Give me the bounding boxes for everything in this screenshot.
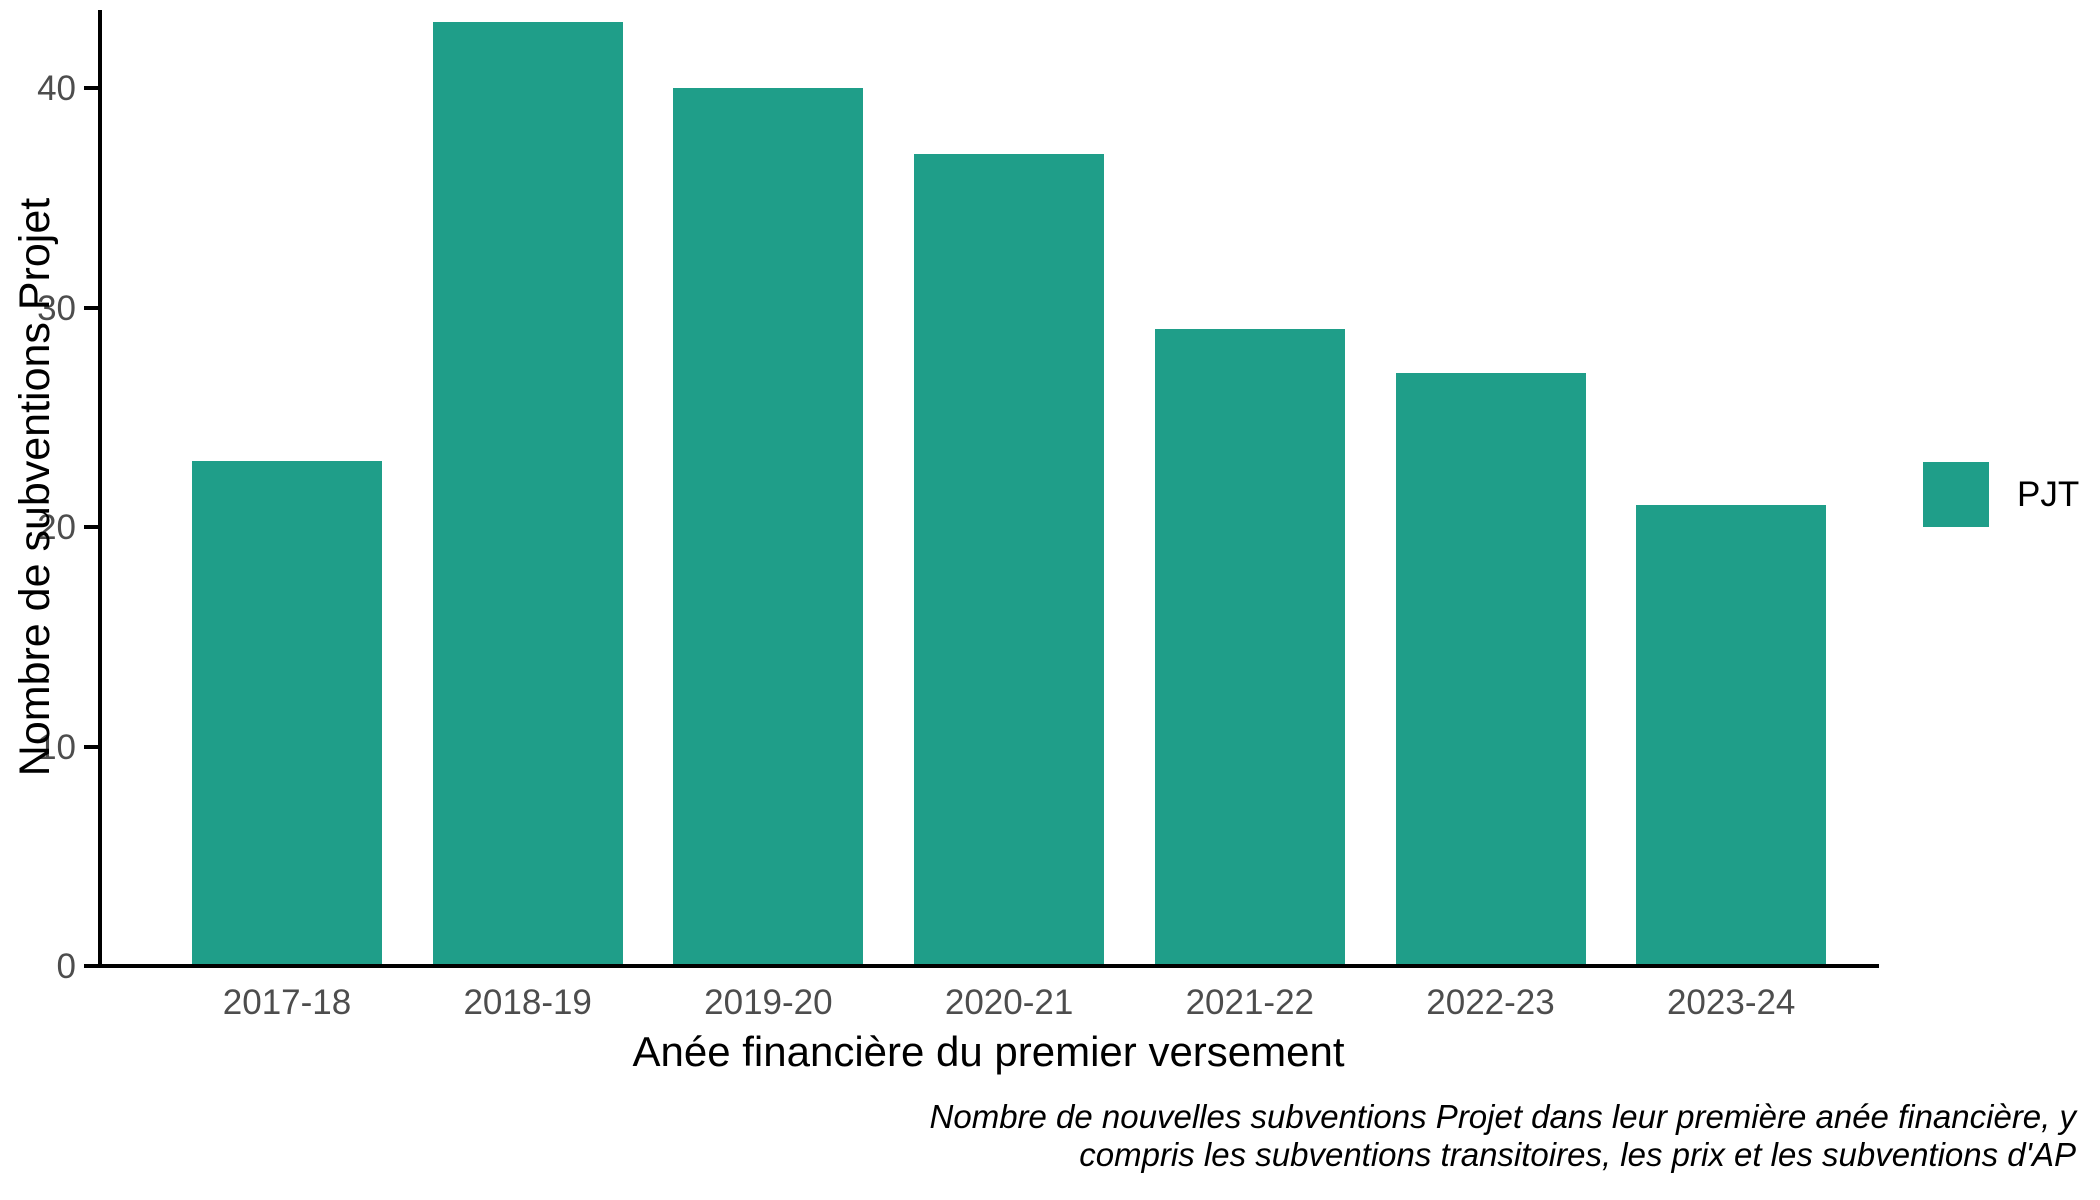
y-tick-mark-40 xyxy=(84,86,98,90)
x-tick-label-2021-22: 2021-22 xyxy=(1185,983,1315,1022)
x-tick-label-2022-23: 2022-23 xyxy=(1426,983,1555,1022)
bar-2018-19 xyxy=(432,22,623,966)
bar-2022-23 xyxy=(1395,373,1586,966)
legend-swatch xyxy=(1923,462,1989,527)
x-tick-label-2019-20: 2019-20 xyxy=(704,983,833,1022)
y-tick-mark-10 xyxy=(84,744,98,749)
bar-2019-20 xyxy=(673,88,864,966)
y-tick-label-0: 0 xyxy=(56,947,76,986)
y-tick-mark-20 xyxy=(84,525,98,529)
bar-2021-22 xyxy=(1154,329,1345,966)
x-tick-label-2017-18: 2017-18 xyxy=(222,983,352,1022)
caption-line-2: compris les subventions transitoires, le… xyxy=(1079,1136,2076,1173)
y-tick-mark-30 xyxy=(84,305,98,310)
x-tick-label-2020-21: 2020-21 xyxy=(944,983,1074,1022)
y-axis-line xyxy=(98,10,102,968)
x-tick-label-2023-24: 2023-24 xyxy=(1666,983,1796,1022)
y-tick-label-20: 20 xyxy=(37,508,76,547)
bar-2023-24 xyxy=(1636,505,1827,966)
legend-label: PJT xyxy=(2017,475,2080,514)
bar-2020-21 xyxy=(914,153,1105,966)
y-tick-mark-0 xyxy=(84,964,98,968)
x-axis-title: Anée financière du premier versement xyxy=(632,1028,1345,1075)
caption-line-1: Nombre de nouvelles subventions Projet d… xyxy=(929,1098,2076,1135)
y-tick-label-40: 40 xyxy=(37,69,76,108)
bar-2017-18 xyxy=(192,461,382,966)
y-tick-label-30: 30 xyxy=(37,288,76,328)
x-tick-label-2018-19: 2018-19 xyxy=(463,983,592,1022)
x-axis-line xyxy=(98,964,1879,968)
caption: Nombre de nouvelles subventions Projet d… xyxy=(576,1098,2076,1174)
y-axis-title: Nombre de subventions Projet xyxy=(11,197,59,777)
y-tick-label-10: 10 xyxy=(37,727,76,767)
